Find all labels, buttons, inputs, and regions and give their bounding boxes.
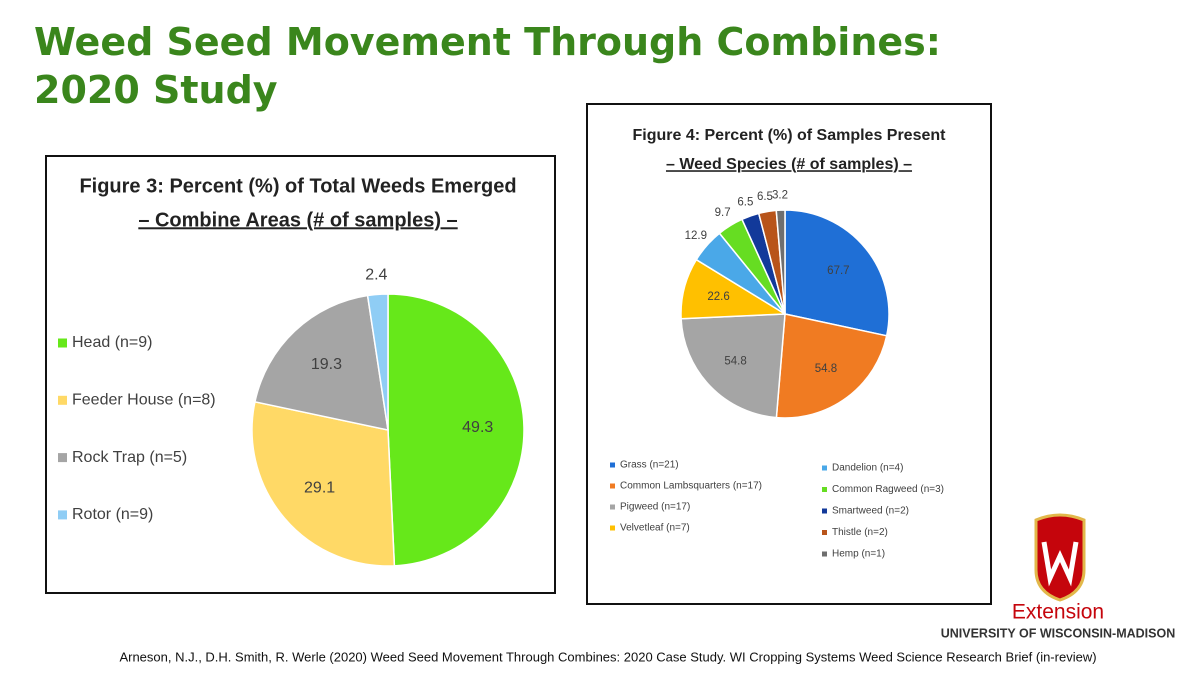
citation: Arneson, N.J., D.H. Smith, R. Werle (202… [119,649,1096,664]
pie-slice [254,294,389,431]
legend-swatch [822,530,827,535]
data-label: 49.3 [462,419,493,436]
pie-slice [680,313,786,419]
legend-label: Common Ragweed (n=3) [832,484,944,495]
data-label: 9.7 [715,207,731,219]
chart-title: Figure 3: Percent (%) of Total Weeds Eme… [79,175,516,197]
legend-swatch [610,483,615,489]
legend-swatch [610,525,615,531]
legend-swatch [58,510,67,520]
legend-label: Rock Trap (n=5) [72,449,187,466]
chart-subtitle: – Weed Species (# of samples) – [666,156,912,173]
legend-label: Feeder House (n=8) [72,392,216,409]
data-label: 6.5 [757,191,773,203]
legend-swatch [58,453,67,463]
title-box: Weed Seed Movement Through Combines: 202… [34,20,941,112]
pie-slice [784,209,890,337]
chart-title: Figure 4: Percent (%) of Samples Present [633,127,947,144]
data-label: 12.9 [685,230,707,242]
legend-label: Grass (n=21) [620,460,679,471]
legend-swatch [822,508,827,514]
data-label: 67.7 [827,265,849,277]
pie-slice [251,400,396,567]
legend-label: Rotor (n=9) [72,506,153,523]
legend-label: Hemp (n=1) [832,549,885,560]
data-label: 3.2 [772,190,788,202]
legend-swatch [58,338,67,348]
pie-slice [775,313,888,419]
data-label: 6.5 [737,196,753,208]
legend-swatch [822,465,827,471]
logo: Extension UNIVERSITY OF WISCONSIN-MADISO… [941,513,1176,640]
data-label: 54.8 [724,356,746,368]
pie-slice [775,209,786,315]
legend-label: Common Lambsquarters (n=17) [620,481,762,492]
legend-label: Head (n=9) [72,334,153,351]
legend-swatch [610,504,615,510]
crest-w [1041,541,1079,587]
legend-swatch [822,551,827,557]
legend-label: Thistle (n=2) [832,527,888,538]
legend-label: Velvetleaf (n=7) [620,523,690,534]
data-label: 54.8 [815,363,837,375]
data-label: 22.6 [707,291,729,303]
pie-slice [366,293,389,431]
logo-name: Extension [1012,601,1104,624]
legend-label: Dandelion (n=4) [832,463,903,474]
data-label: 19.3 [311,356,342,373]
legend-swatch [58,395,67,405]
legend-label: Smartweed (n=2) [832,506,909,517]
pie-slice [387,293,525,567]
legend-swatch [822,487,827,492]
chart-subtitle: – Combine Areas (# of samples) – [138,209,457,231]
logo-institution: UNIVERSITY OF WISCONSIN-MADISON [941,626,1176,640]
data-label: 29.1 [304,479,335,496]
legend-swatch [610,462,615,468]
legend-label: Pigweed (n=17) [620,502,690,513]
data-label: 2.4 [365,267,387,284]
slide-title: Weed Seed Movement Through Combines: 202… [34,20,941,112]
